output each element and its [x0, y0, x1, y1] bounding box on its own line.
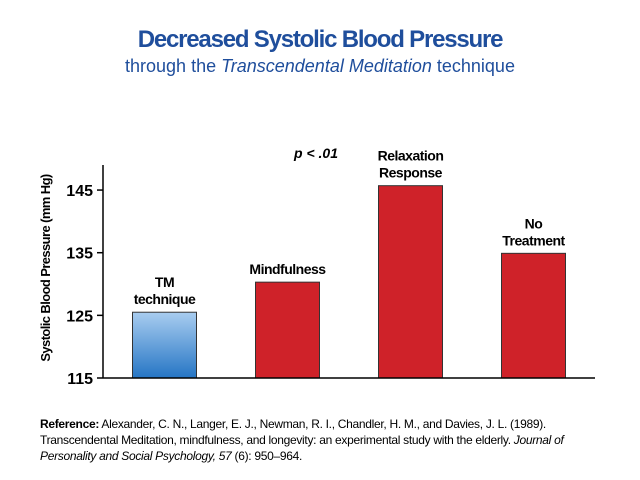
chart-title: Decreased Systolic Blood Pressure: [137, 26, 504, 53]
chart-subtitle: through the Transcendental Meditation te…: [0, 56, 640, 77]
bar-label-3-0: No: [525, 215, 543, 231]
subtitle-suffix: technique: [431, 56, 515, 76]
reference-label: Reference:: [40, 417, 100, 431]
subtitle-prefix: through the: [125, 56, 222, 76]
p-value-annotation: p < .01: [293, 145, 338, 161]
bar-label-3-1: Treatment: [502, 232, 565, 248]
bar-label-0-0: TM: [155, 274, 174, 290]
y-tick-label-0: 115: [67, 371, 93, 388]
bar-label-0-1: technique: [134, 291, 196, 307]
y-tick-label-3: 145: [66, 183, 93, 200]
bar-2: [378, 185, 443, 379]
bar-1: [255, 281, 320, 379]
reference-journal: Journal of Personality and Social Psycho…: [40, 433, 564, 463]
y-axis-title: Systolic Blood Pressure (mm Hg): [38, 174, 53, 362]
bar-label-1-0: Mindfulness: [249, 261, 326, 277]
bar-label-2-1: Response: [379, 165, 443, 181]
bar-0: [132, 311, 197, 379]
reference-citation: Reference: Alexander, C. N., Langer, E. …: [40, 416, 605, 464]
bar-label-2-0: Relaxation: [378, 148, 444, 164]
subtitle-emphasis: Transcendental Meditation: [221, 56, 432, 76]
reference-text-end: (6): 950–964.: [231, 449, 303, 463]
y-tick-label-1: 125: [66, 308, 93, 325]
y-tick-label-2: 135: [66, 246, 93, 263]
reference-text: Alexander, C. N., Langer, E. J., Newman,…: [40, 417, 546, 447]
bar-3: [501, 252, 566, 379]
